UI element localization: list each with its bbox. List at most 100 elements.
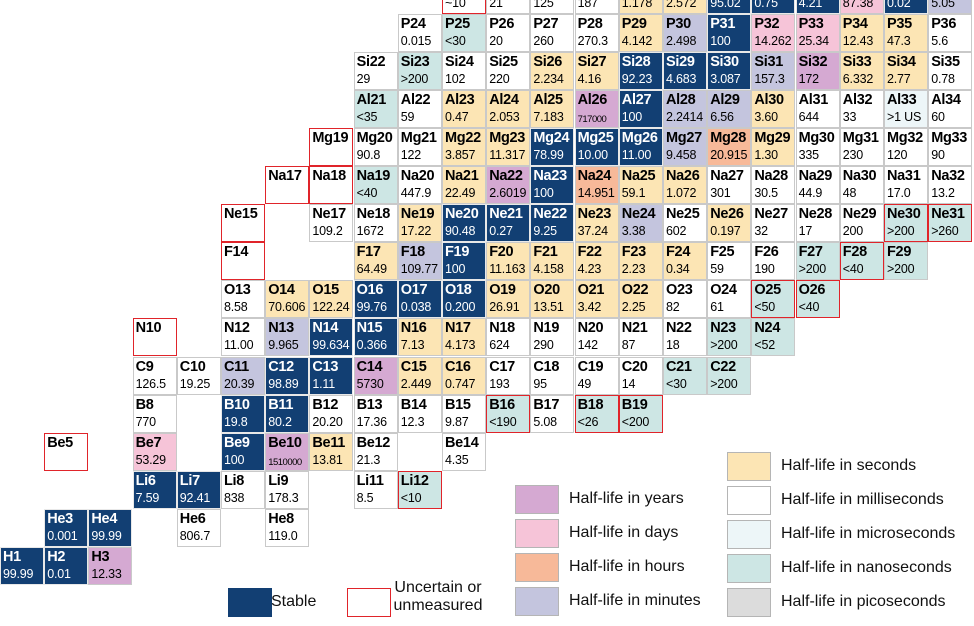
nuclide-value: 44.9 [798, 186, 823, 200]
nuclide-c9: C9 126.5 [132, 356, 177, 395]
nuclide-ne25: Ne25 602 [663, 204, 707, 243]
nuclide-si23: Si23 >200 [397, 51, 442, 90]
nuclide-symbol: F21 [533, 244, 558, 261]
nuclide-mg30: Mg30 335 [795, 127, 840, 166]
nuclide-n15: N15 0.366 [353, 318, 398, 357]
nuclide-value: 0.78 [931, 71, 955, 86]
nuclide-value: 172 [798, 71, 819, 86]
nuclide-value: 37.24 [577, 224, 608, 239]
nuclide-si24: Si24 102 [442, 51, 486, 90]
nuclide-symbol: Na23 [533, 168, 567, 184]
nuclide-o23: O23 82 [663, 280, 707, 319]
legend-swatch-milliseconds [727, 486, 771, 515]
nuclide-value: 10.00 [577, 147, 608, 162]
nuclide-value: 2.23 [621, 262, 646, 277]
nuclide-value: 142 [577, 338, 598, 353]
nuclide-value: 100 [445, 262, 466, 277]
nuclide-ne19: Ne19 17.22 [397, 204, 442, 243]
nuclide-o15: O15 122.24 [309, 280, 354, 319]
nuclide-symbol: F25 [710, 244, 735, 261]
nuclide-value: 92.41 [179, 490, 211, 505]
nuclide-o24: O24 61 [707, 280, 752, 319]
nuclide-value: 8.58 [224, 300, 248, 315]
nuclide-value: 102 [445, 71, 466, 86]
nuclide-s27: S2721 [486, 0, 531, 14]
legend-label-stable: Stable [271, 593, 317, 610]
nuclide-value: 99.99 [3, 567, 34, 581]
nuclide-value: 17.0 [887, 186, 911, 200]
nuclide-mg29: Mg29 1.30 [751, 127, 796, 166]
nuclide-symbol: Na24 [577, 168, 612, 184]
nuclide-si26: Si26 2.234 [530, 51, 575, 90]
nuclide-value: 230 [842, 147, 864, 162]
nuclide-al28: Al28 2.2414 [663, 89, 707, 128]
nuclide-value: 1.178 [621, 0, 653, 10]
nuclide-symbol: H3 [91, 549, 110, 565]
nuclide-si29: Si29 4.683 [663, 51, 707, 90]
nuclide-c10: C10 19.25 [176, 356, 221, 395]
nuclide-symbol: Na20 [400, 168, 435, 184]
nuclide-symbol: C9 [135, 358, 154, 375]
nuclide-symbol: N12 [224, 320, 250, 337]
nuclide-value: 8.5 [356, 490, 374, 505]
nuclide-symbol: Ne31 [931, 206, 965, 223]
nuclide-value: 11.00 [224, 338, 254, 353]
nuclide-symbol: F17 [356, 244, 381, 261]
nuclide-symbol: C22 [710, 358, 736, 375]
nuclide-value: 13.81 [312, 452, 343, 467]
nuclide-symbol: Na21 [445, 168, 479, 184]
nuclide-b15: B15 9.87 [442, 394, 486, 433]
nuclide-symbol: Al21 [356, 91, 387, 108]
nuclide-symbol: O21 [577, 282, 605, 299]
nuclide-symbol: B18 [577, 396, 604, 413]
nuclide-symbol: Li6 [135, 472, 156, 489]
nuclide-value: 190 [754, 262, 775, 277]
nuclide-symbol: Mg24 [533, 129, 570, 146]
nuclide-value: 109.2 [312, 224, 343, 239]
nuclide-value: 100 [533, 186, 554, 200]
nuclide-symbol: F29 [887, 244, 912, 261]
nuclide-b18: B18 <26 [574, 394, 619, 433]
nuclide-f28: F28 <40 [839, 242, 884, 281]
legend-swatch-years [515, 485, 559, 514]
nuclide-value: 100 [621, 109, 643, 124]
nuclide-value: >200 [400, 71, 429, 86]
nuclide-ne28: Ne28 17 [795, 204, 840, 243]
nuclide-f21: F21 4.158 [530, 242, 575, 281]
nuclide-symbol: O24 [710, 282, 737, 299]
nuclide-symbol: Si27 [577, 53, 607, 70]
nuclide-symbol: Li11 [356, 472, 384, 489]
nuclide-value: >200 [887, 224, 915, 239]
nuclide-f27: F27 >200 [795, 242, 840, 281]
nuclide-f23: F23 2.23 [618, 242, 663, 281]
nuclide-value: 0.47 [445, 109, 469, 124]
nuclide-ne15: Ne15 [221, 204, 265, 243]
nuclide-value: <40 [842, 262, 864, 277]
nuclide-value: 1.072 [666, 186, 697, 200]
nuclide-value: 3.087 [710, 71, 741, 86]
nuclide-c18: C18 95 [530, 356, 575, 395]
nuclide-symbol: Al30 [754, 91, 784, 108]
nuclide-b14: B14 12.3 [397, 394, 442, 433]
nuclide-value: 2.234 [533, 71, 564, 86]
nuclide-symbol: F18 [400, 244, 425, 261]
nuclide-symbol: F24 [666, 244, 691, 261]
nuclide-symbol: C12 [268, 358, 294, 375]
nuclide-symbol: Mg31 [842, 129, 879, 146]
nuclide-symbol: N15 [356, 320, 383, 337]
nuclide-value: <50 [754, 300, 775, 315]
nuclide-value: <40 [798, 300, 820, 315]
nuclide-s37: S375.05 [928, 0, 973, 14]
nuclide-n14: N14 99.634 [309, 318, 354, 357]
nuclide-value: 12.33 [91, 567, 122, 581]
nuclide-value: <30 [445, 33, 466, 48]
nuclide-na20: Na20 447.9 [397, 166, 442, 204]
nuclide-symbol: Li12 [400, 472, 429, 489]
nuclide-mg22: Mg22 3.857 [442, 127, 486, 166]
nuclide-value: 95 [533, 376, 547, 391]
nuclide-symbol: Si22 [356, 53, 386, 70]
nuclide-symbol: Si26 [533, 53, 563, 70]
nuclide-symbol: B12 [312, 396, 339, 413]
nuclide-symbol: Ne20 [445, 206, 479, 223]
nuclide-symbol: Na26 [666, 168, 700, 184]
